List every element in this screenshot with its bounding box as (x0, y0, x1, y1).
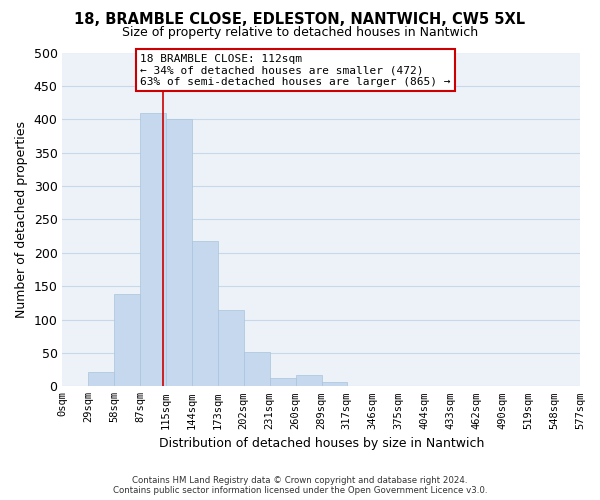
Text: 18 BRAMBLE CLOSE: 112sqm
← 34% of detached houses are smaller (472)
63% of semi-: 18 BRAMBLE CLOSE: 112sqm ← 34% of detach… (140, 54, 451, 87)
Bar (88, 372, 115, 386)
Text: Size of property relative to detached houses in Nantwich: Size of property relative to detached ho… (122, 26, 478, 39)
Bar (166, 120, 191, 386)
X-axis label: Distribution of detached houses by size in Nantwich: Distribution of detached houses by size … (158, 437, 484, 450)
Bar (140, 112, 166, 386)
Text: Contains public sector information licensed under the Open Government Licence v3: Contains public sector information licen… (113, 486, 487, 495)
Bar (296, 375, 322, 386)
Bar (191, 242, 218, 386)
Bar (322, 382, 347, 386)
Bar (244, 352, 269, 386)
Bar (218, 310, 244, 386)
Text: Contains HM Land Registry data © Crown copyright and database right 2024.: Contains HM Land Registry data © Crown c… (132, 476, 468, 485)
Bar (115, 294, 140, 386)
Bar (269, 378, 296, 386)
Text: 18, BRAMBLE CLOSE, EDLESTON, NANTWICH, CW5 5XL: 18, BRAMBLE CLOSE, EDLESTON, NANTWICH, C… (74, 12, 526, 28)
Y-axis label: Number of detached properties: Number of detached properties (15, 121, 28, 318)
